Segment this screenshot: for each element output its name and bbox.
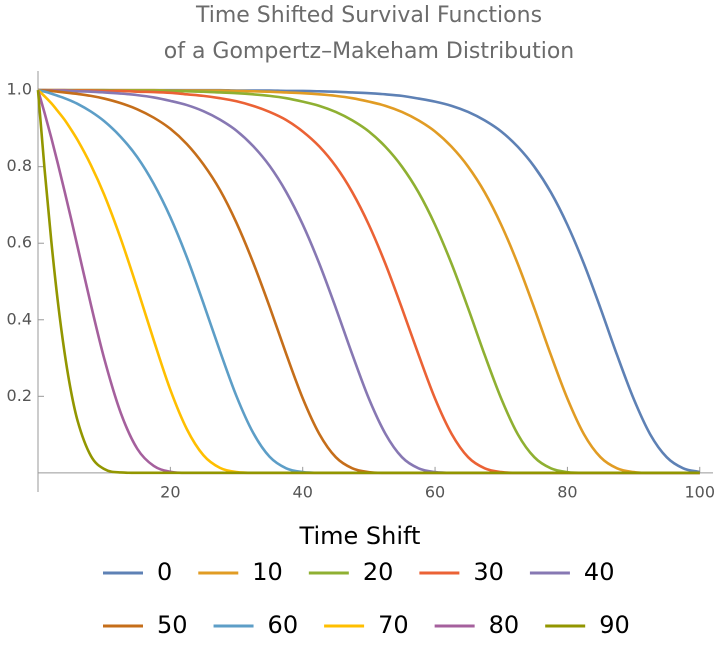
series-line [37,88,700,475]
legend-label: 40 [584,558,615,586]
x-tick-label: 100 [684,482,715,501]
legend-label: 20 [363,558,394,586]
x-tick-label: 20 [160,482,180,501]
legend-label: 90 [599,611,630,639]
legend-label: 0 [157,558,172,586]
series-line [37,89,700,475]
chart-title: Time Shifted Survival Functions [195,3,542,28]
y-tick-label: 0.6 [7,233,32,252]
series-line [37,88,700,475]
series-line [36,90,700,475]
legend-label: 50 [157,611,188,639]
x-tick-label: 40 [293,482,313,501]
series-line [37,88,700,475]
x-tick-label: 80 [557,482,577,501]
x-tick-label: 60 [425,482,445,501]
series-line [37,88,701,474]
legend-label: 30 [473,558,504,586]
legend-label: 10 [252,558,283,586]
y-tick-label: 1.0 [7,80,32,99]
legend-label: 80 [489,611,520,639]
y-tick-label: 0.2 [7,386,32,405]
y-tick-label: 0.8 [7,156,32,175]
legend-label: 70 [378,611,409,639]
legend-label: 60 [268,611,299,639]
series-line [37,88,700,475]
legend-title: Time Shift [299,522,421,550]
series-line [37,88,700,475]
y-tick-label: 0.4 [7,309,32,328]
series-line [37,88,700,475]
series-line [36,89,700,475]
chart-title: of a Gompertz–Makeham Distribution [164,39,574,64]
